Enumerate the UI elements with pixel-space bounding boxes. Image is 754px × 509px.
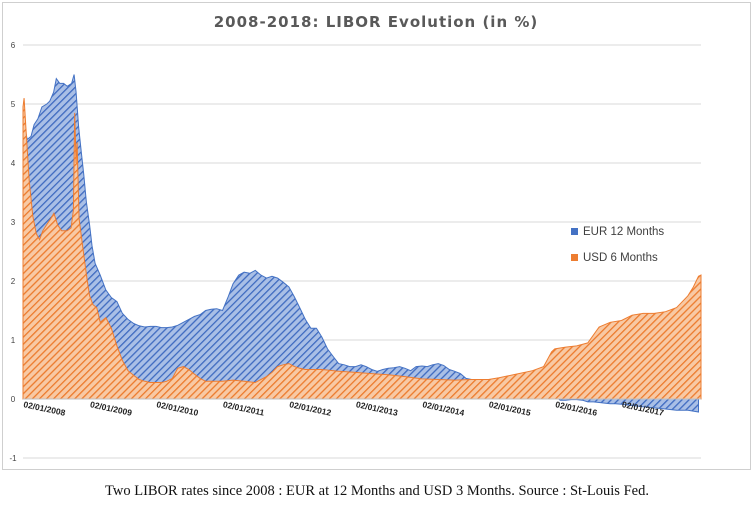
legend: EUR 12 Months USD 6 Months <box>571 226 664 264</box>
y-tick-label: 2 <box>11 277 16 286</box>
series-area-usd-6m <box>22 98 702 400</box>
y-tick-label: 4 <box>11 159 16 168</box>
y-tick-label: 0 <box>11 395 16 404</box>
y-tick-label: 6 <box>11 41 16 50</box>
x-tick-label: 02/01/2015 <box>488 399 532 418</box>
plot-areas <box>22 74 702 413</box>
x-tick-label: 02/01/2012 <box>289 399 333 418</box>
figure-caption: Two LIBOR rates since 2008 : EUR at 12 M… <box>105 483 649 499</box>
y-tick-label: -1 <box>9 454 17 463</box>
x-tick-label: 02/01/2014 <box>422 399 466 418</box>
chart-title: 2008-2018: LIBOR Evolution (in %) <box>214 13 539 31</box>
chart-svg: 2008-2018: LIBOR Evolution (in %) -1 0 1 2 3… <box>9 13 702 463</box>
x-tick-label: 02/01/2009 <box>89 399 133 418</box>
x-tick-label: 02/01/2008 <box>23 399 67 418</box>
chart-frame: 2008-2018: LIBOR Evolution (in %) -1 0 1 2 3… <box>2 2 751 470</box>
x-tick-label: 02/01/2013 <box>355 399 399 418</box>
x-tick-label: 02/01/2010 <box>156 399 200 418</box>
legend-label: EUR 12 Months <box>583 226 664 238</box>
y-tick-label: 5 <box>11 100 16 109</box>
x-axis-ticks: 02/01/2008 02/01/2009 02/01/2010 02/01/2011… <box>23 399 665 418</box>
legend-swatch <box>571 254 578 261</box>
legend-swatch <box>571 228 578 235</box>
y-tick-label: 1 <box>11 336 16 345</box>
y-axis-ticks: -1 0 1 2 3 4 5 6 <box>9 41 17 463</box>
x-tick-label: 02/01/2011 <box>222 399 265 418</box>
legend-label: USD 6 Months <box>583 252 658 264</box>
y-tick-label: 3 <box>11 218 16 227</box>
